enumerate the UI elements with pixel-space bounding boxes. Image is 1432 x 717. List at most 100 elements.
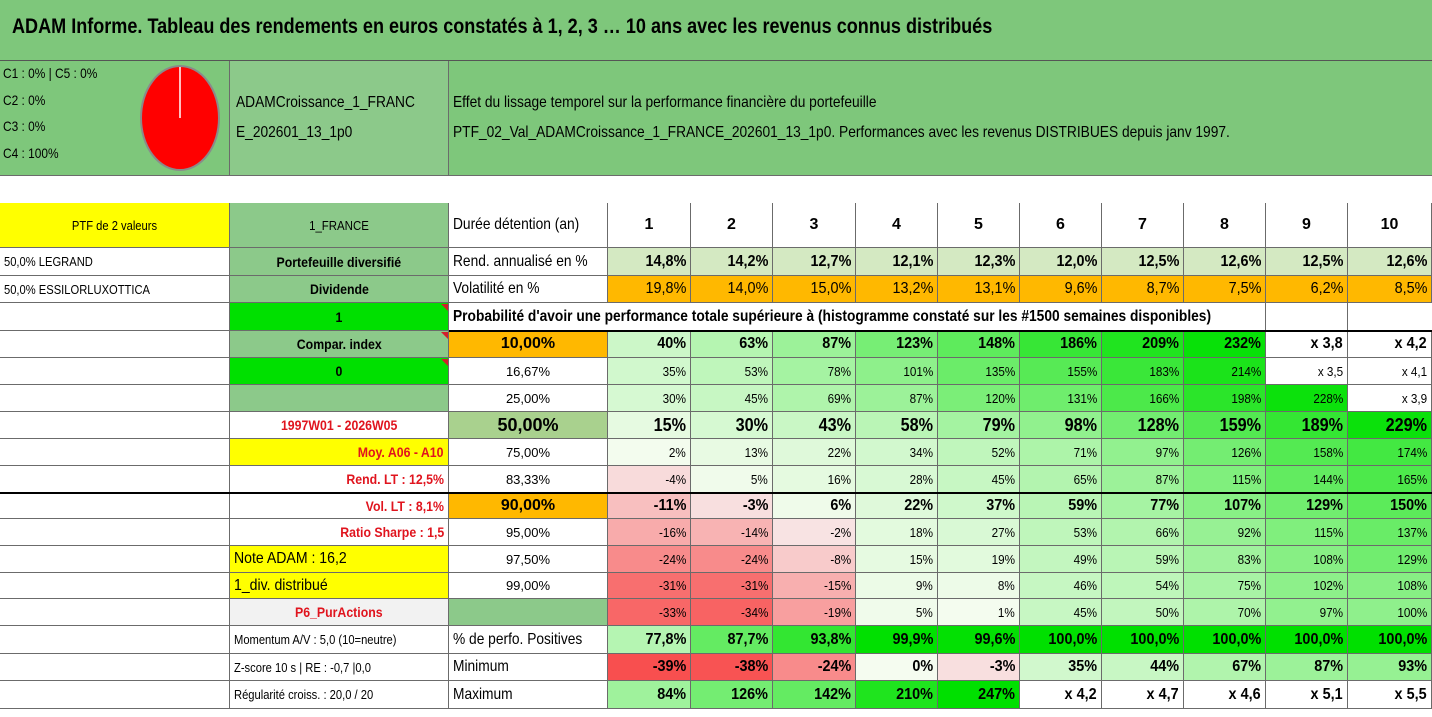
zscore-cell[interactable]: Z-score 10 s | RE : -0,7 |0,0	[230, 654, 449, 681]
pos-value-cell[interactable]: 93,8%	[773, 626, 856, 654]
probability-value-cell[interactable]: -24%	[608, 546, 691, 573]
year-header-cell[interactable]: 4	[856, 203, 938, 248]
pos-value-cell[interactable]: 100,0%	[1348, 626, 1432, 654]
quantile-cell[interactable]: 99,00%	[449, 573, 608, 599]
holding-1-cell[interactable]: 50,0% LEGRAND	[0, 248, 230, 276]
rend-value-cell[interactable]: 14,8%	[608, 248, 691, 276]
min-value-cell[interactable]: 35%	[1020, 654, 1102, 681]
p6-cell[interactable]: P6_PurActions	[230, 599, 449, 626]
probability-value-cell[interactable]: 97%	[1266, 599, 1348, 626]
probability-value-cell[interactable]: 66%	[1102, 519, 1184, 546]
empty-cell[interactable]	[0, 626, 230, 654]
quantile-cell[interactable]: 75,00%	[449, 439, 608, 466]
vol-value-cell[interactable]: 19,8%	[608, 276, 691, 303]
empty-cell[interactable]	[0, 493, 230, 519]
max-value-cell[interactable]: x 5,5	[1348, 681, 1432, 709]
probability-value-cell[interactable]: 27%	[938, 519, 1020, 546]
period-cell[interactable]: 1997W01 - 2026W05	[230, 412, 449, 439]
probability-value-cell[interactable]: 59%	[1020, 493, 1102, 519]
year-header-cell[interactable]: 1	[608, 203, 691, 248]
min-label-cell[interactable]: Minimum	[449, 654, 608, 681]
quantile-cell[interactable]: 90,00%	[449, 493, 608, 519]
probability-value-cell[interactable]: 209%	[1102, 331, 1184, 358]
probability-value-cell[interactable]: 108%	[1348, 573, 1432, 599]
probability-value-cell[interactable]: 150%	[1348, 493, 1432, 519]
rend-value-cell[interactable]: 12,5%	[1102, 248, 1184, 276]
probability-title-cell[interactable]: Probabilité d'avoir une performance tota…	[449, 303, 1266, 331]
probability-value-cell[interactable]: 189%	[1266, 412, 1348, 439]
pos-value-cell[interactable]: 100,0%	[1184, 626, 1266, 654]
empty-cell[interactable]	[0, 439, 230, 466]
fund-name-cell[interactable]: ADAMCroissance_1_FRANC E_202601_13_1p0	[230, 61, 449, 176]
probability-value-cell[interactable]: -31%	[608, 573, 691, 599]
probability-value-cell[interactable]: 5%	[856, 599, 938, 626]
probability-value-cell[interactable]: -19%	[773, 599, 856, 626]
rend-value-cell[interactable]: 12,6%	[1348, 248, 1432, 276]
vol-value-cell[interactable]: 14,0%	[691, 276, 773, 303]
pos-value-cell[interactable]: 99,9%	[856, 626, 938, 654]
probability-value-cell[interactable]: 214%	[1184, 358, 1266, 385]
probability-value-cell[interactable]: 9%	[856, 573, 938, 599]
min-value-cell[interactable]: -39%	[608, 654, 691, 681]
probability-value-cell[interactable]: 19%	[938, 546, 1020, 573]
empty-cell[interactable]	[0, 303, 230, 331]
rend-value-cell[interactable]: 14,2%	[691, 248, 773, 276]
probability-value-cell[interactable]: 54%	[1102, 573, 1184, 599]
probability-value-cell[interactable]: x 3,5	[1266, 358, 1348, 385]
empty-cell[interactable]	[0, 654, 230, 681]
probability-value-cell[interactable]: -31%	[691, 573, 773, 599]
vol-value-cell[interactable]: 15,0%	[773, 276, 856, 303]
probability-value-cell[interactable]: 30%	[691, 412, 773, 439]
pos-value-cell[interactable]: 100,0%	[1102, 626, 1184, 654]
probability-value-cell[interactable]: 101%	[856, 358, 938, 385]
probability-value-cell[interactable]: 158%	[1266, 439, 1348, 466]
probability-value-cell[interactable]: x 3,8	[1266, 331, 1348, 358]
year-header-cell[interactable]: 6	[1020, 203, 1102, 248]
probability-value-cell[interactable]: 155%	[1020, 358, 1102, 385]
probability-value-cell[interactable]: 50%	[1102, 599, 1184, 626]
probability-value-cell[interactable]: 186%	[1020, 331, 1102, 358]
min-value-cell[interactable]: -3%	[938, 654, 1020, 681]
probability-value-cell[interactable]: 135%	[938, 358, 1020, 385]
probability-value-cell[interactable]: 71%	[1020, 439, 1102, 466]
probability-value-cell[interactable]: 5%	[691, 466, 773, 493]
probability-value-cell[interactable]: 98%	[1020, 412, 1102, 439]
probability-value-cell[interactable]: 30%	[608, 385, 691, 412]
probability-value-cell[interactable]: 107%	[1184, 493, 1266, 519]
year-header-cell[interactable]: 9	[1266, 203, 1348, 248]
max-value-cell[interactable]: 247%	[938, 681, 1020, 709]
probability-value-cell[interactable]: -11%	[608, 493, 691, 519]
min-value-cell[interactable]: 67%	[1184, 654, 1266, 681]
sharpe-cell[interactable]: Ratio Sharpe : 1,5	[230, 519, 449, 546]
pos-value-cell[interactable]: 100,0%	[1266, 626, 1348, 654]
probability-value-cell[interactable]: 229%	[1348, 412, 1432, 439]
empty-cell[interactable]	[0, 412, 230, 439]
probability-value-cell[interactable]: 115%	[1266, 519, 1348, 546]
probability-value-cell[interactable]: 22%	[856, 493, 938, 519]
vol-lt-cell[interactable]: Vol. LT : 8,1%	[230, 493, 449, 519]
probability-value-cell[interactable]: 108%	[1266, 546, 1348, 573]
probability-value-cell[interactable]: 131%	[1020, 385, 1102, 412]
year-header-cell[interactable]: 3	[773, 203, 856, 248]
vol-value-cell[interactable]: 13,2%	[856, 276, 938, 303]
probability-value-cell[interactable]: 46%	[1020, 573, 1102, 599]
probability-value-cell[interactable]: 15%	[856, 546, 938, 573]
probability-value-cell[interactable]: -24%	[691, 546, 773, 573]
portfolio-type-cell[interactable]: Portefeuille diversifié	[230, 248, 449, 276]
probability-value-cell[interactable]: -8%	[773, 546, 856, 573]
probability-value-cell[interactable]: 78%	[773, 358, 856, 385]
min-value-cell[interactable]: 93%	[1348, 654, 1432, 681]
regularity-cell[interactable]: Régularité croiss. : 20,0 / 20	[230, 681, 449, 709]
dividend-cell[interactable]: Dividende	[230, 276, 449, 303]
min-value-cell[interactable]: -38%	[691, 654, 773, 681]
country-cell[interactable]: 1_FRANCE	[230, 203, 449, 248]
probability-value-cell[interactable]: 83%	[1184, 546, 1266, 573]
empty-cell[interactable]	[0, 331, 230, 358]
vol-value-cell[interactable]: 8,7%	[1102, 276, 1184, 303]
ptf-count-cell[interactable]: PTF de 2 valeurs	[0, 203, 230, 248]
probability-value-cell[interactable]: 70%	[1184, 599, 1266, 626]
empty-cell[interactable]	[0, 573, 230, 599]
probability-value-cell[interactable]: 75%	[1184, 573, 1266, 599]
empty-cell[interactable]	[0, 681, 230, 709]
vol-value-cell[interactable]: 13,1%	[938, 276, 1020, 303]
